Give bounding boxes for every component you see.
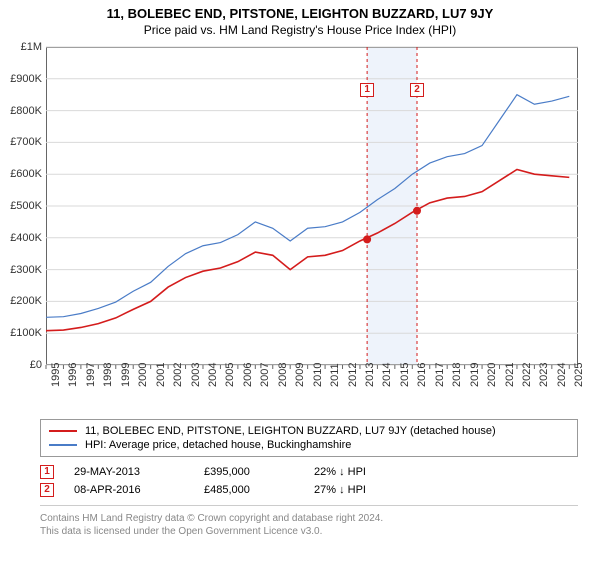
x-axis-label: 2020 (486, 363, 498, 387)
y-axis-label: £300K (2, 264, 42, 276)
x-axis-label: 2018 (451, 363, 463, 387)
sale-delta: 27% ↓ HPI (314, 484, 366, 496)
sale-price: £485,000 (204, 484, 294, 496)
sale-marker-box: 1 (40, 465, 54, 479)
x-axis-label: 1997 (85, 363, 97, 387)
x-axis-label: 2016 (416, 363, 428, 387)
footer-line: This data is licensed under the Open Gov… (40, 525, 578, 538)
x-axis-label: 2023 (538, 363, 550, 387)
y-axis-label: £400K (2, 232, 42, 244)
x-axis-label: 1998 (102, 363, 114, 387)
x-axis-label: 2021 (504, 363, 516, 387)
legend-label: HPI: Average price, detached house, Buck… (85, 439, 351, 451)
sale-dot (363, 235, 371, 243)
sale-date: 29-MAY-2013 (74, 466, 184, 478)
legend-label: 11, BOLEBEC END, PITSTONE, LEIGHTON BUZZ… (85, 425, 496, 437)
footer: Contains HM Land Registry data © Crown c… (40, 512, 578, 538)
y-axis-label: £600K (2, 168, 42, 180)
x-axis-label: 2000 (137, 363, 149, 387)
legend-row: HPI: Average price, detached house, Buck… (49, 438, 569, 452)
x-axis-label: 2012 (347, 363, 359, 387)
legend-swatch (49, 444, 77, 446)
x-axis-label: 2011 (329, 363, 341, 387)
y-axis-label: £200K (2, 295, 42, 307)
x-axis-label: 2009 (294, 363, 306, 387)
chart-svg (0, 41, 600, 411)
sale-marker-flag: 2 (410, 83, 424, 97)
series-property (46, 169, 569, 330)
chart-subtitle: Price paid vs. HM Land Registry's House … (0, 23, 600, 37)
sales-table: 1 29-MAY-2013 £395,000 22% ↓ HPI 2 08-AP… (40, 463, 578, 499)
y-axis-label: £800K (2, 105, 42, 117)
legend-swatch (49, 430, 77, 432)
x-axis-label: 2003 (190, 363, 202, 387)
x-axis-label: 2015 (399, 363, 411, 387)
divider (40, 505, 578, 506)
x-axis-label: 2024 (556, 363, 568, 387)
y-axis-label: £0 (2, 359, 42, 371)
chart-area: £0 £100K £200K £300K £400K £500K £600K £700K £80… (0, 41, 600, 411)
y-axis-label: £500K (2, 200, 42, 212)
y-axis-label: £1M (2, 41, 42, 53)
x-axis-label: 2014 (381, 363, 393, 387)
sale-delta: 22% ↓ HPI (314, 466, 366, 478)
x-axis-label: 1999 (120, 363, 132, 387)
x-axis-label: 2010 (312, 363, 324, 387)
footer-line: Contains HM Land Registry data © Crown c… (40, 512, 578, 525)
sales-row: 2 08-APR-2016 £485,000 27% ↓ HPI (40, 481, 578, 499)
x-axis-label: 2013 (364, 363, 376, 387)
x-axis-label: 1996 (67, 363, 79, 387)
x-axis-label: 2006 (242, 363, 254, 387)
x-axis-label: 2019 (469, 363, 481, 387)
x-axis-label: 1995 (50, 363, 62, 387)
x-axis-label: 2008 (277, 363, 289, 387)
sales-row: 1 29-MAY-2013 £395,000 22% ↓ HPI (40, 463, 578, 481)
legend: 11, BOLEBEC END, PITSTONE, LEIGHTON BUZZ… (40, 419, 578, 457)
sale-marker-box: 2 (40, 483, 54, 497)
x-axis-label: 2001 (155, 363, 167, 387)
x-axis-label: 2004 (207, 363, 219, 387)
legend-row: 11, BOLEBEC END, PITSTONE, LEIGHTON BUZZ… (49, 424, 569, 438)
x-axis-label: 2002 (172, 363, 184, 387)
x-axis-label: 2025 (573, 363, 585, 387)
x-axis-label: 2022 (521, 363, 533, 387)
sale-date: 08-APR-2016 (74, 484, 184, 496)
sale-price: £395,000 (204, 466, 294, 478)
sale-marker-flag: 1 (360, 83, 374, 97)
y-axis-label: £100K (2, 327, 42, 339)
y-axis-label: £900K (2, 73, 42, 85)
x-axis-label: 2017 (434, 363, 446, 387)
x-axis-label: 2007 (259, 363, 271, 387)
x-axis-label: 2005 (224, 363, 236, 387)
sale-dot (413, 207, 421, 215)
y-axis-label: £700K (2, 136, 42, 148)
chart-title: 11, BOLEBEC END, PITSTONE, LEIGHTON BUZZ… (0, 6, 600, 21)
